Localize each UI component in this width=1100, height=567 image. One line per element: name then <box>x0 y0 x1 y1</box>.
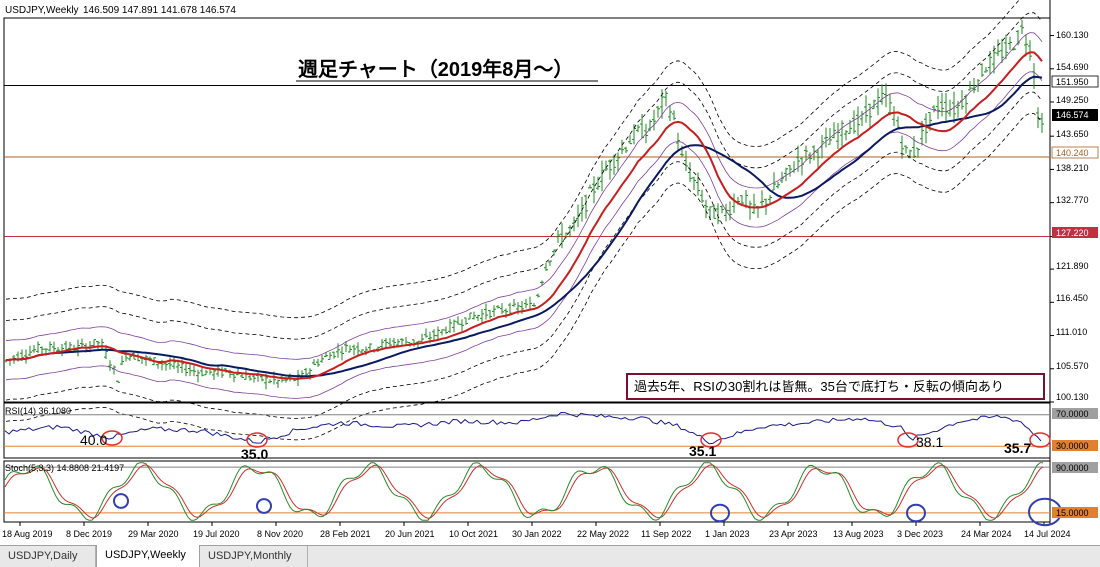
time-tick: 14 Jul 2024 <box>1024 529 1071 539</box>
band-outer2-lower <box>5 112 1043 441</box>
time-tick: 23 Apr 2023 <box>769 529 818 539</box>
price-tick: 100.130 <box>1056 392 1089 402</box>
price-tick: 105.570 <box>1056 361 1089 371</box>
level-tag-127220-text: 127.220 <box>1056 228 1089 238</box>
chart-tabs: USDJPY,Daily USDJPY,Weekly USDJPY,Monthl… <box>0 545 1100 567</box>
tab-usdjpy-daily[interactable]: USDJPY,Daily <box>0 546 96 567</box>
stoch-level-15-text: 15.0000 <box>1056 508 1089 518</box>
current-price-text: 146.574 <box>1056 110 1089 120</box>
rsi-mark-label-2: 35.0 <box>241 446 268 462</box>
tab-usdjpy-monthly[interactable]: USDJPY,Monthly <box>200 546 308 567</box>
rsi-level-70-text: 70.0000 <box>1056 409 1089 419</box>
level-tag-151950-text: 151.950 <box>1056 77 1089 87</box>
stoch-marker-3 <box>710 503 730 523</box>
stoch-marker-1 <box>113 493 129 509</box>
band-outer2-upper <box>5 0 1043 319</box>
rsi-marker-3 <box>700 432 722 448</box>
time-tick: 11 Sep 2022 <box>641 529 691 539</box>
rsi-marker-4 <box>897 432 919 448</box>
rsi-mark-label-3: 35.1 <box>689 443 716 459</box>
level-tag-140240-text: 140.240 <box>1056 148 1089 158</box>
stoch-label: Stoch(5,3,3) 14.8808 21.4197 <box>5 463 124 473</box>
stoch-marker-2 <box>256 498 272 514</box>
chart-ohlc-values: 146.509 147.891 141.678 146.574 <box>83 5 236 16</box>
time-tick: 3 Dec 2023 <box>897 529 943 539</box>
stoch-level-tag-90 <box>1052 462 1098 473</box>
rsi-mark-label-5: 35.7 <box>1004 440 1031 456</box>
time-tick: 8 Nov 2020 <box>257 529 303 539</box>
price-tick: 111.010 <box>1056 327 1087 337</box>
band-inner-upper <box>5 32 1043 360</box>
rsi-level-30-text: 30.0000 <box>1056 441 1089 451</box>
price-tick: 149.250 <box>1056 95 1089 105</box>
time-tick: 10 Oct 2021 <box>449 529 498 539</box>
ma-fast-line <box>5 51 1043 380</box>
rsi-marker-1 <box>101 430 123 446</box>
price-tick: 143.650 <box>1056 129 1089 139</box>
price-tick: 116.450 <box>1056 293 1088 303</box>
rsi-mark-label-1: 40.0 <box>80 432 107 448</box>
stoch-main-line <box>4 462 1043 521</box>
time-axis: 18 Aug 2019 8 Dec 2019 29 Mar 2020 19 Ju… <box>2 529 1071 539</box>
note-text: 過去5年、RSIの30割れは皆無。35台で底打ち・反転の傾向あり <box>634 379 1004 394</box>
rsi-label: RSI(14) 36.1080 <box>5 406 71 416</box>
time-tick: 13 Aug 2023 <box>833 529 884 539</box>
band-outer-lower <box>5 91 1043 419</box>
plot-area <box>3 0 1062 527</box>
time-tick: 18 Aug 2019 <box>2 529 53 539</box>
chart-title-annotation: 週足チャート（2019年8月～） <box>298 57 573 81</box>
rsi-line <box>4 411 1042 445</box>
rsi-mark-label-4: 38.1 <box>916 434 943 450</box>
stoch-marker-4 <box>906 503 926 523</box>
time-tick: 22 May 2022 <box>577 529 629 539</box>
level-tag-140240 <box>1051 146 1099 159</box>
time-tick: 1 Jan 2023 <box>705 529 750 539</box>
time-tick: 20 Jun 2021 <box>385 529 435 539</box>
level-tag-127220 <box>1052 227 1098 238</box>
stoch-level-90-text: 90.0000 <box>1056 463 1089 473</box>
stoch-level-tag-15 <box>1052 507 1098 518</box>
level-tag-151950 <box>1051 75 1099 88</box>
time-tick: 30 Jan 2022 <box>512 529 562 539</box>
rsi-level-tag-70 <box>1052 408 1098 419</box>
chart-symbol-label: USDJPY,Weekly <box>5 5 79 16</box>
rsi-level-tag-30 <box>1052 440 1098 451</box>
price-tick: 138.210 <box>1056 163 1089 173</box>
tab-usdjpy-weekly[interactable]: USDJPY,Weekly <box>96 545 200 567</box>
rsi-marker-5 <box>1029 432 1051 448</box>
time-tick: 24 Mar 2024 <box>961 529 1012 539</box>
price-tick: 132.770 <box>1056 195 1089 205</box>
price-tick: 160.130 <box>1056 30 1089 40</box>
time-tick: 29 Mar 2020 <box>128 529 179 539</box>
ma-slow-line <box>5 75 1043 378</box>
band-outer-upper <box>5 12 1043 340</box>
price-chart[interactable]: USDJPY,Weekly 146.509 147.891 141.678 14… <box>0 0 1100 545</box>
time-tick: 28 Feb 2021 <box>320 529 371 539</box>
time-tick: 8 Dec 2019 <box>66 529 112 539</box>
note-box <box>626 373 1045 400</box>
rsi-marker-2 <box>246 432 268 448</box>
current-price-tag <box>1052 109 1098 121</box>
price-tick: 121.890 <box>1056 261 1089 271</box>
price-tick: 154.690 <box>1056 62 1089 72</box>
time-tick: 19 Jul 2020 <box>193 529 240 539</box>
price-axis: 160.130 154.690 149.250 143.650 138.210 … <box>1051 30 1099 518</box>
